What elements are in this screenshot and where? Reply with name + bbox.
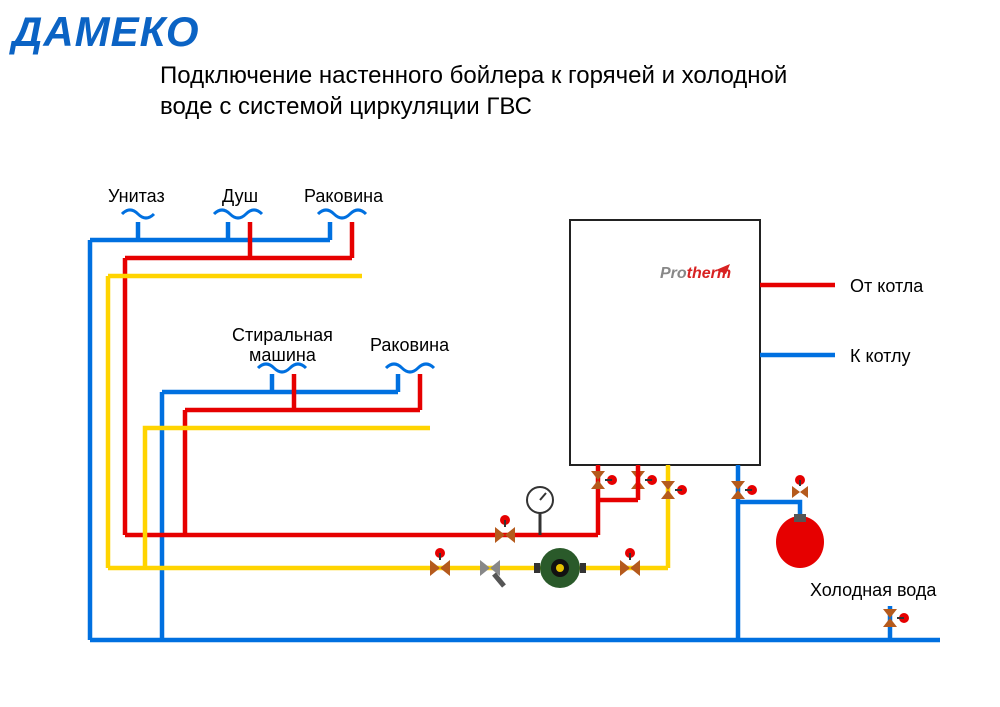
tap-icons-mid [258, 364, 434, 372]
valve-cold-right [883, 609, 909, 627]
tap-icons-top [122, 210, 366, 218]
expansion-tank [776, 475, 824, 568]
valve-return-2 [620, 548, 640, 576]
valve-return-1 [661, 481, 687, 499]
cold-to-tank [738, 502, 800, 520]
valve-return-3 [430, 548, 450, 576]
boiler-brand: Protherm [660, 265, 731, 282]
valve-hot-main [495, 515, 515, 543]
valve-cold-inlet [731, 481, 757, 499]
valve-hot-2 [631, 471, 657, 489]
circulation-pump [534, 548, 586, 588]
plumbing-diagram: Protherm [0, 0, 1000, 707]
valve-hot-1 [591, 471, 617, 489]
boiler-body [570, 220, 760, 465]
return-mid-branch [145, 428, 430, 568]
strainer [480, 560, 504, 586]
pressure-gauge [527, 487, 553, 535]
